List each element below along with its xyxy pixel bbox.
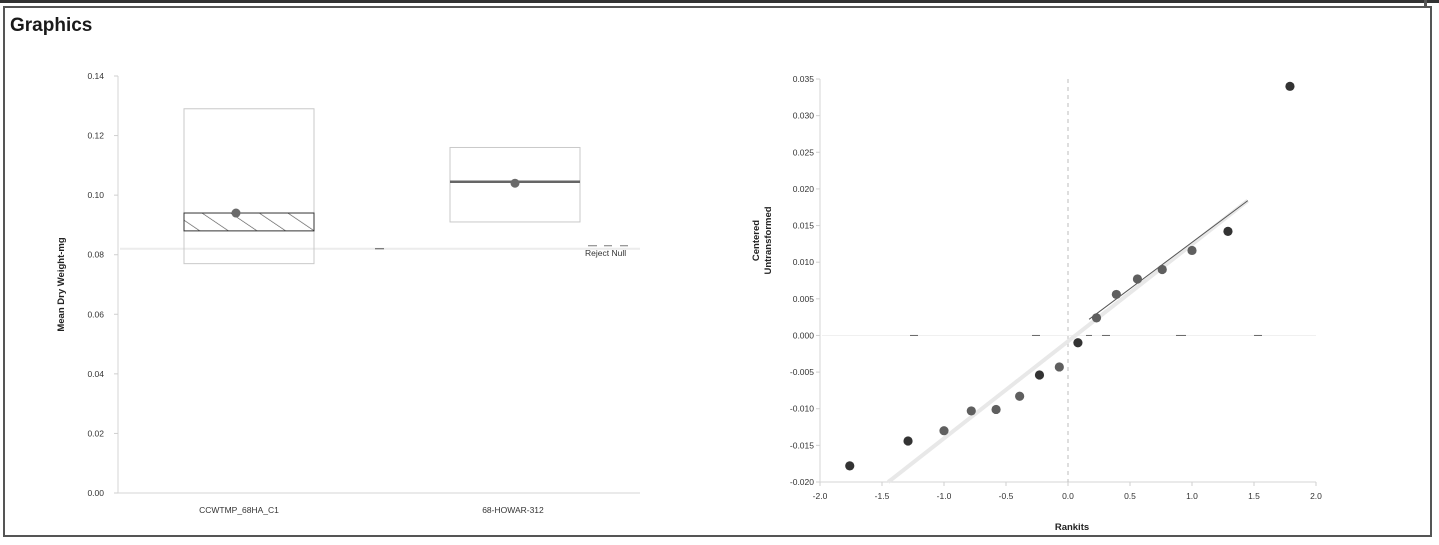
data-point (939, 426, 948, 435)
x-tick-label: -2.0 (813, 491, 828, 501)
x-tick-label: -0.5 (999, 491, 1014, 501)
data-point (1092, 313, 1101, 322)
data-point (1158, 265, 1167, 274)
y-tick-label: 0.020 (793, 184, 815, 194)
fit-line (1089, 201, 1248, 320)
data-point (845, 461, 854, 470)
y-tick-label: -0.010 (790, 404, 814, 414)
y-axis-label-line: Centered (751, 220, 762, 261)
data-point (1015, 392, 1024, 401)
data-point (1073, 338, 1082, 347)
y-axis-label-line: Untransformed (763, 206, 774, 274)
data-point (1112, 290, 1121, 299)
y-axis-label: Centered Untransformed (751, 206, 774, 274)
y-tick-label: 0.035 (793, 74, 815, 84)
data-point (1285, 82, 1294, 91)
x-tick-label: -1.0 (937, 491, 952, 501)
y-tick-label: -0.020 (790, 477, 814, 487)
y-tick-label: 0.015 (793, 221, 815, 231)
y-tick-label: -0.005 (790, 367, 814, 377)
x-tick-label: -1.5 (875, 491, 890, 501)
y-tick-label: -0.015 (790, 440, 814, 450)
y-tick-label: 0.025 (793, 147, 815, 157)
x-tick-label: 0.5 (1124, 491, 1136, 501)
data-point (991, 405, 1000, 414)
data-point (967, 406, 976, 415)
y-tick-label: 0.010 (793, 257, 815, 267)
x-axis-label: Rankits (1055, 522, 1089, 533)
data-point (1187, 246, 1196, 255)
x-tick-label: 1.5 (1248, 491, 1260, 501)
y-tick-label: 0.005 (793, 294, 815, 304)
x-tick-label: 0.0 (1062, 491, 1074, 501)
y-tick-label: 0.030 (793, 111, 815, 121)
data-point (1055, 362, 1064, 371)
data-point (1223, 227, 1232, 236)
x-tick-label: 1.0 (1186, 491, 1198, 501)
y-tick-label: 0.000 (793, 330, 815, 340)
x-tick-label: 2.0 (1310, 491, 1322, 501)
data-point (903, 436, 912, 445)
data-point (1035, 370, 1044, 379)
data-point (1133, 274, 1142, 283)
